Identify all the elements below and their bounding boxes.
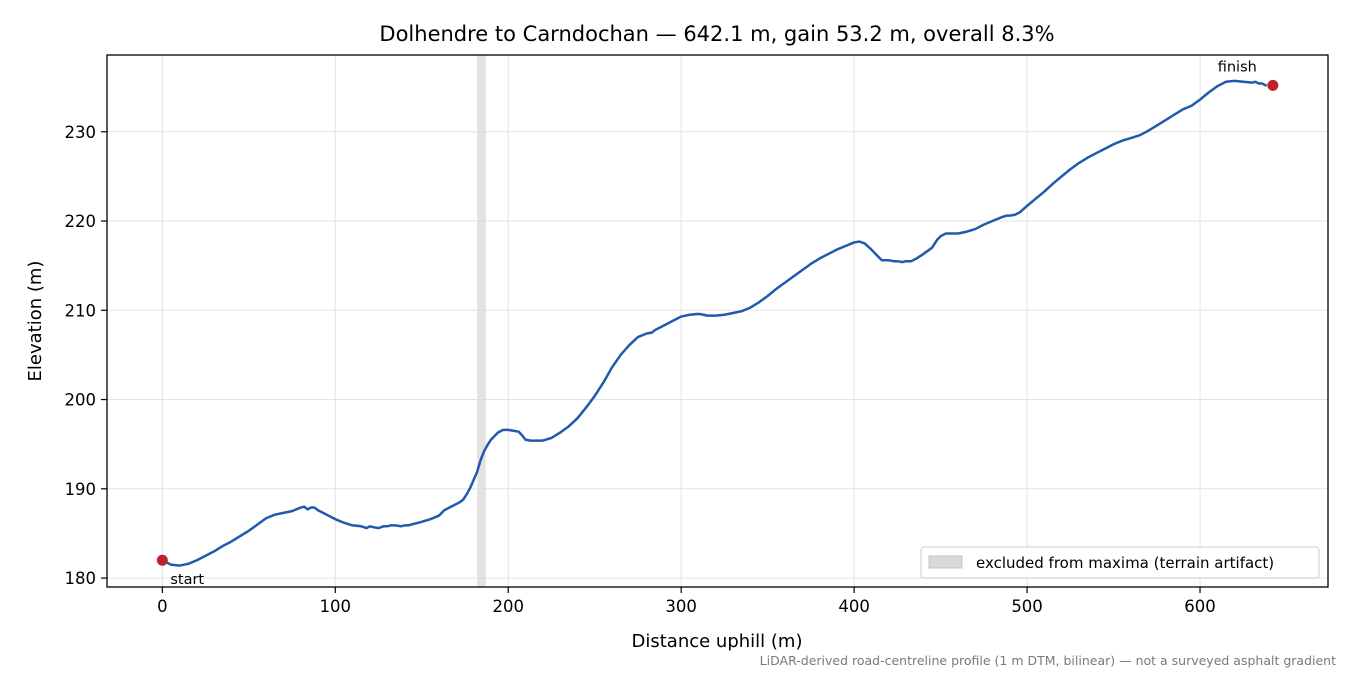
y-tick-label-5: 230 (65, 123, 97, 142)
x-tick-label-3: 300 (665, 597, 697, 616)
legend-label-excluded: excluded from maxima (terrain artifact) (976, 554, 1274, 572)
start-annotation: start (170, 572, 204, 588)
x-axis-ticks: 0 100 200 300 400 500 600 (157, 587, 1216, 616)
legend: excluded from maxima (terrain artifact) (920, 546, 1320, 579)
legend-swatch-excluded (928, 555, 963, 569)
y-tick-label-3: 210 (65, 301, 97, 320)
y-axis-label: Elevation (m) (25, 261, 46, 382)
plot-area: start finish (106, 54, 1329, 588)
finish-annotation: finish (1218, 59, 1257, 75)
y-tick-label-1: 190 (65, 480, 97, 499)
start-marker (156, 554, 168, 566)
elevation-profile-line (161, 79, 1267, 567)
y-tick-label-4: 220 (65, 212, 97, 231)
legend-box (920, 546, 1320, 579)
y-axis-ticks: 180 190 200 210 220 230 (65, 123, 107, 588)
footnote: LiDAR-derived road-centreline profile (1… (760, 653, 1336, 668)
x-tick-label-0: 0 (157, 597, 168, 616)
x-axis-label: Distance uphill (m) (632, 631, 803, 652)
x-tick-label-2: 200 (492, 597, 524, 616)
finish-marker (1267, 79, 1279, 91)
x-tick-label-4: 400 (838, 597, 870, 616)
x-tick-label-1: 100 (320, 597, 352, 616)
grid-lines (107, 55, 1328, 587)
x-tick-label-6: 600 (1184, 597, 1216, 616)
excluded-region-band (477, 55, 486, 587)
y-tick-label-0: 180 (65, 569, 97, 588)
plot-background (107, 55, 1328, 587)
plot-frame (106, 54, 1329, 588)
x-tick-label-5: 500 (1011, 597, 1043, 616)
chart-title: Dolhendre to Carndochan — 642.1 m, gain … (379, 22, 1054, 46)
y-tick-label-2: 200 (65, 391, 97, 410)
